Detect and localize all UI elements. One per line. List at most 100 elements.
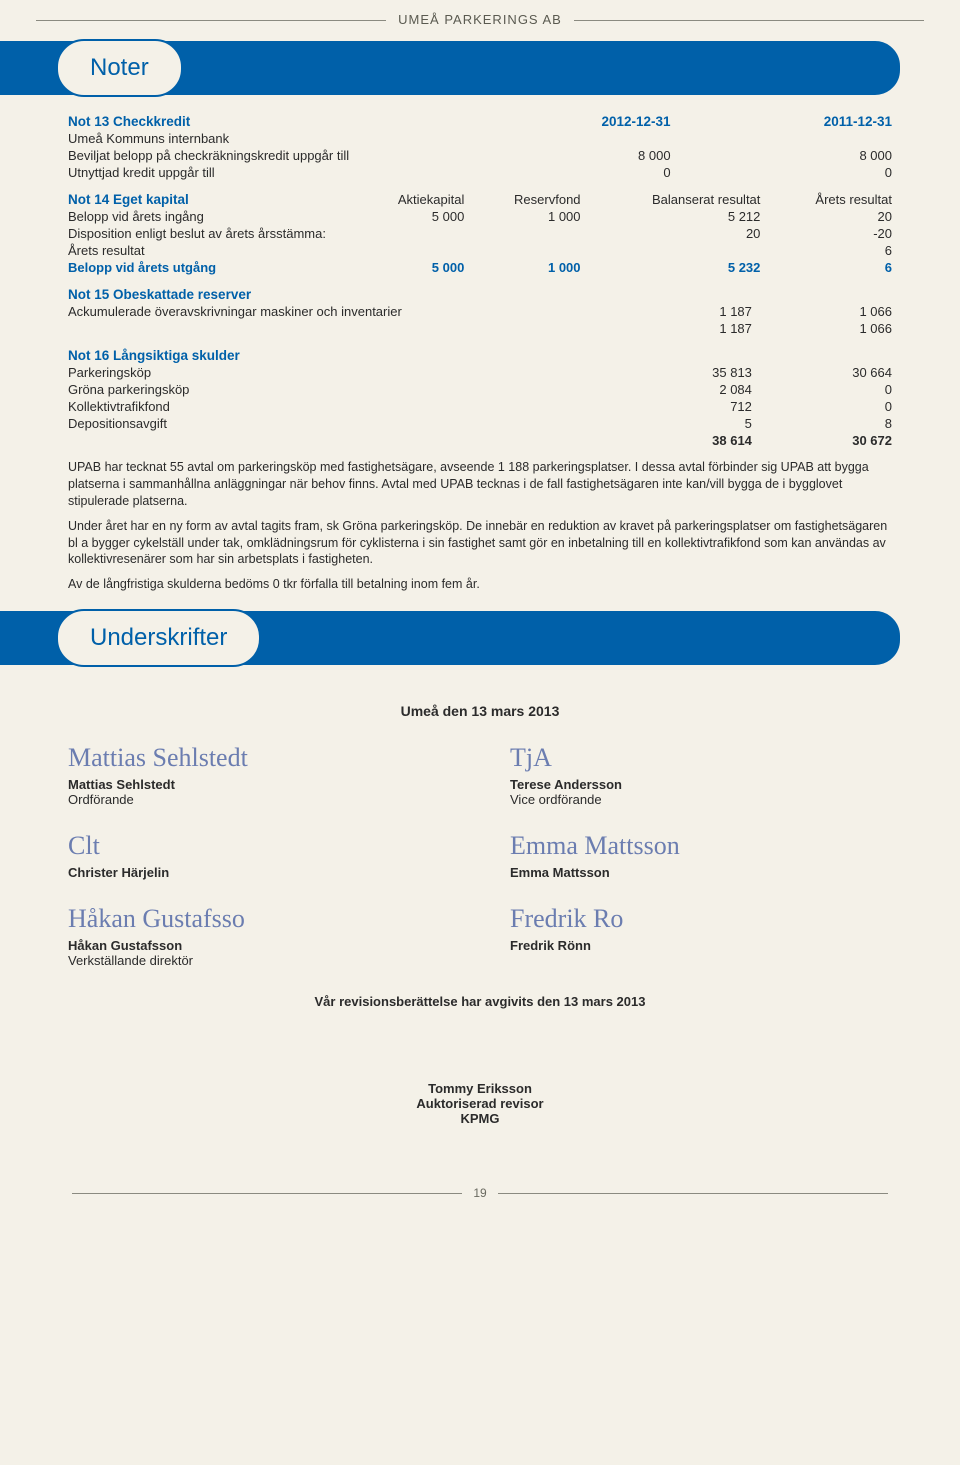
not13-col2: 2011-12-31 (671, 113, 892, 130)
row-value: 5 000 (348, 208, 464, 225)
auditor-block: Tommy Eriksson Auktoriserad revisor KPMG (68, 1081, 892, 1126)
paragraph-2: Under året har en ny form av avtal tagit… (68, 518, 892, 569)
row-value (348, 242, 464, 259)
row-label: Beviljat belopp på checkräkningskredit u… (68, 147, 447, 164)
pill-bg: Underskrifter (0, 611, 900, 665)
row-value: 1 187 (612, 303, 752, 320)
signature-script: Håkan Gustafsso (68, 906, 450, 936)
section-underskrifter-pill: Underskrifter (0, 611, 900, 665)
row-value: 20 (760, 208, 892, 225)
company-header-row: UMEÅ PARKERINGS AB (0, 0, 960, 27)
row-value: 2 084 (612, 381, 752, 398)
signature-script: Mattias Sehlstedt (68, 745, 450, 775)
table-row: Disposition enligt beslut av årets årsst… (68, 225, 892, 242)
page-footer: 19 (0, 1186, 960, 1200)
row-value: 0 (752, 398, 892, 415)
signature-script: TjA (510, 745, 892, 775)
row-value: 1 000 (464, 208, 580, 225)
row-label: Umeå Kommuns internbank (68, 130, 447, 147)
row-value: 8 000 (447, 147, 671, 164)
signer: Fredrik Ro Fredrik Rönn (510, 906, 892, 968)
row-label: Belopp vid årets utgång (68, 259, 348, 276)
row-label: Depositionsavgift (68, 415, 612, 432)
signature-row: Håkan Gustafsso Håkan Gustafsson Verkstä… (68, 906, 892, 968)
row-value: 0 (752, 381, 892, 398)
signature-script: Emma Mattsson (510, 833, 892, 863)
table-row: Beviljat belopp på checkräkningskredit u… (68, 147, 892, 164)
not14-table: Not 14 Eget kapital Aktiekapital Reservf… (68, 191, 892, 276)
row-label: Belopp vid årets ingång (68, 208, 348, 225)
section-title-underskrifter: Underskrifter (90, 624, 227, 652)
row-value: 5 000 (348, 259, 464, 276)
table-row: Utnyttjad kredit uppgår till00 (68, 164, 892, 181)
not14-title: Not 14 Eget kapital (68, 191, 348, 208)
row-value: 5 (612, 415, 752, 432)
signer: TjA Terese Andersson Vice ordförande (510, 745, 892, 807)
row-value: 30 672 (752, 432, 892, 449)
header-rule-right (574, 20, 924, 21)
row-value: 5 232 (581, 259, 761, 276)
auditor-title1: Auktoriserad revisor (68, 1096, 892, 1111)
signer-name: Emma Mattsson (510, 865, 892, 880)
row-label: Årets resultat (68, 242, 348, 259)
table-row: Belopp vid årets ingång5 0001 0005 21220 (68, 208, 892, 225)
signer: Clt Christer Härjelin (68, 833, 450, 880)
row-value: -20 (760, 225, 892, 242)
not14-h2: Reservfond (464, 191, 580, 208)
signer: Håkan Gustafsso Håkan Gustafsson Verkstä… (68, 906, 450, 968)
row-value (581, 242, 761, 259)
row-value: 1 000 (464, 259, 580, 276)
page-root: UMEÅ PARKERINGS AB Noter Not 13 Checkkre… (0, 0, 960, 1465)
row-value: 0 (447, 164, 671, 181)
page-number: 19 (473, 1186, 486, 1200)
section-title-noter: Noter (90, 54, 149, 82)
auditor-name: Tommy Eriksson (68, 1081, 892, 1096)
signature-row: Clt Christer Härjelin Emma Mattsson Emma… (68, 833, 892, 880)
row-value: 6 (760, 242, 892, 259)
signer-name: Christer Härjelin (68, 865, 450, 880)
table-row: Parkeringsköp35 81330 664 (68, 364, 892, 381)
row-value: 38 614 (612, 432, 752, 449)
pill-bubble: Underskrifter (56, 609, 261, 667)
signature-block: Umeå den 13 mars 2013 Mattias Sehlstedt … (0, 683, 960, 1126)
row-value: 712 (612, 398, 752, 415)
table-row: Depositionsavgift58 (68, 415, 892, 432)
table-row-total: 38 61430 672 (68, 432, 892, 449)
not16-table: Not 16 Långsiktiga skulder Parkeringsköp… (68, 347, 892, 449)
not13-col1: 2012-12-31 (447, 113, 671, 130)
not15-table: Not 15 Obeskattade reserver Ackumulerade… (68, 286, 892, 337)
row-value: 0 (671, 164, 892, 181)
signer-name: Håkan Gustafsson (68, 938, 450, 953)
signature-script: Clt (68, 833, 450, 863)
row-value: 1 187 (612, 320, 752, 337)
company-name: UMEÅ PARKERINGS AB (398, 12, 562, 27)
footer-rule-left (72, 1193, 462, 1194)
not13-table: Not 13 Checkkredit 2012-12-31 2011-12-31… (68, 113, 892, 181)
signature-date: Umeå den 13 mars 2013 (68, 703, 892, 719)
row-value: 35 813 (612, 364, 752, 381)
signature-row: Mattias Sehlstedt Mattias Sehlstedt Ordf… (68, 745, 892, 807)
row-value: 1 066 (752, 320, 892, 337)
pill-bubble: Noter (56, 39, 183, 97)
table-row-total: Belopp vid årets utgång5 0001 0005 2326 (68, 259, 892, 276)
not14-h4: Årets resultat (760, 191, 892, 208)
row-value: 1 066 (752, 303, 892, 320)
auditor-title2: KPMG (68, 1111, 892, 1126)
signature-script: Fredrik Ro (510, 906, 892, 936)
row-label: Disposition enligt beslut av årets årsst… (68, 225, 348, 242)
header-rule-left (36, 20, 386, 21)
row-value (464, 242, 580, 259)
table-row: Ackumulerade överavskrivningar maskiner … (68, 303, 892, 320)
row-value (348, 225, 464, 242)
row-label: Gröna parkeringsköp (68, 381, 612, 398)
content-area: Not 13 Checkkredit 2012-12-31 2011-12-31… (0, 113, 960, 593)
signer-name: Terese Andersson (510, 777, 892, 792)
table-row: 1 1871 066 (68, 320, 892, 337)
row-value: 8 (752, 415, 892, 432)
row-label (68, 432, 612, 449)
row-value (447, 130, 671, 147)
table-row: Umeå Kommuns internbank (68, 130, 892, 147)
paragraph-1: UPAB har tecknat 55 avtal om parkeringsk… (68, 459, 892, 510)
signer-name: Mattias Sehlstedt (68, 777, 450, 792)
not14-h1: Aktiekapital (348, 191, 464, 208)
